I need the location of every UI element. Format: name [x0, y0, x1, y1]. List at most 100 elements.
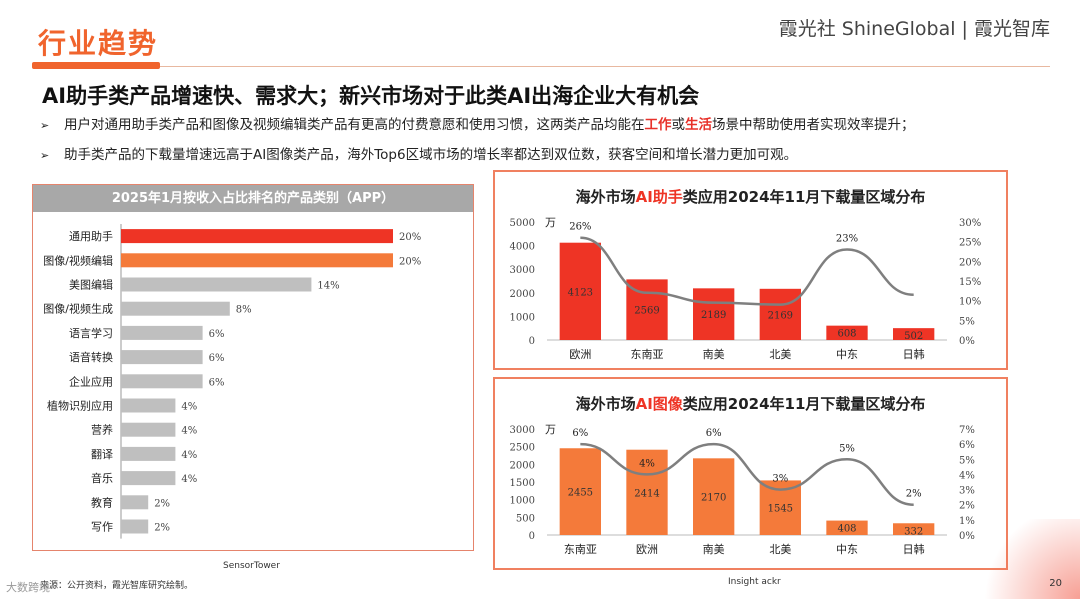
y-tick-2: 2000: [510, 289, 535, 300]
y2-tick-3: 3%: [959, 486, 975, 497]
bar-value-4: 408: [837, 524, 856, 535]
y2-tick-0: 0%: [959, 336, 975, 347]
bullet-arrow-icon: ➢: [40, 119, 50, 132]
bar-value-0: 4123: [568, 287, 593, 298]
y2-tick-5: 25%: [959, 238, 981, 249]
y2-tick-0: 0%: [959, 531, 975, 542]
bar-10: [121, 471, 176, 486]
bar-value-5: 502: [904, 331, 923, 342]
assistant-chart-panel: 海外市场AI助手类应用2024年11月下载量区域分布 0 1000 2000 3000 4…: [493, 170, 1008, 370]
section-title: 行业趋势: [38, 27, 159, 60]
highlight-work: 工作: [644, 117, 672, 133]
source-right: Insight ackr: [728, 577, 781, 587]
y2-tick-4: 20%: [959, 257, 981, 268]
value-label-7: 4%: [181, 402, 197, 413]
line-label-4: 23%: [836, 234, 858, 245]
corner-decoration: [970, 519, 1080, 599]
bar-2: [121, 277, 312, 292]
bar-value-3: 2169: [768, 310, 793, 321]
bullet-text: 助手类产品的下载量增速远高于AI图像类产品，海外Top6区域市场的增长率都达到双…: [64, 147, 798, 163]
category-label-11: 教育: [91, 495, 113, 509]
bar-0: [559, 242, 601, 340]
bar-6: [121, 374, 203, 389]
chart-title-part-2: 类应用2024年11月下载量区域分布: [683, 395, 926, 413]
y2-tick-3: 15%: [959, 277, 981, 288]
chart-title-part-0: 海外市场: [576, 395, 636, 413]
line-label-0: 26%: [569, 222, 591, 233]
headline: AI助手类产品增速快、需求大；新兴市场对于此类AI出海企业大有机会: [42, 84, 700, 108]
x-label-1: 欧洲: [636, 543, 658, 556]
x-label-0: 东南亚: [564, 543, 597, 556]
x-label-4: 中东: [836, 543, 858, 556]
category-label-0: 通用助手: [69, 229, 113, 243]
value-label-10: 4%: [181, 474, 197, 485]
image-download-chart: 海外市场AI图像类应用2024年11月下载量区域分布 0 500 1000 1500 20…: [510, 395, 975, 556]
bar-2: [693, 458, 735, 535]
category-chart-panel: 2025年1月按收入占比排名的产品类别（APP） 通用助手 20% 图像/视频编辑 2…: [32, 184, 474, 551]
value-label-11: 2%: [154, 498, 170, 509]
bar-12: [121, 519, 149, 534]
bar-5: [893, 523, 935, 535]
x-label-5: 日韩: [903, 347, 925, 361]
bar-11: [121, 495, 149, 510]
chart-title-part-2: 类应用2024年11月下载量区域分布: [683, 188, 926, 206]
bullet-text: 用户对通用助手类产品和图像及视频编辑类产品有更高的付费意愿和使用习惯，这两类产品…: [64, 117, 645, 133]
y-tick-5: 2500: [510, 443, 535, 454]
bullet-list: ➢ 用户对通用助手类产品和图像及视频编辑类产品有更高的付费意愿和使用习惯，这两类产…: [40, 114, 915, 174]
page-number: 20: [1049, 578, 1062, 589]
y-unit-label: 万: [545, 423, 556, 436]
category-label-3: 图像/视频生成: [43, 302, 113, 316]
y-tick-1: 1000: [510, 312, 535, 323]
y2-tick-4: 4%: [959, 470, 975, 481]
bullet-text: 场景中帮助使用者实现效率提升；: [712, 117, 915, 133]
bar-3: [121, 301, 230, 316]
bar-value-0: 2455: [568, 488, 593, 499]
category-label-6: 企业应用: [69, 374, 113, 388]
category-label-1: 图像/视频编辑: [43, 253, 113, 267]
category-label-9: 翻译: [91, 447, 113, 461]
y2-tick-2: 2%: [959, 501, 975, 512]
line-label-0: 6%: [572, 428, 588, 439]
value-label-2: 14%: [317, 281, 339, 292]
image-chart-panel: 海外市场AI图像类应用2024年11月下载量区域分布 0 500 1000 1500 20…: [493, 377, 1008, 570]
y-unit-label: 万: [545, 216, 556, 229]
x-label-2: 南美: [703, 543, 725, 556]
source-left: SensorTower: [223, 561, 280, 571]
category-label-5: 语音转换: [69, 350, 113, 364]
x-label-0: 欧洲: [569, 348, 591, 361]
y2-tick-5: 5%: [959, 455, 975, 466]
bar-value-4: 608: [837, 329, 856, 340]
value-label-3: 8%: [236, 305, 252, 316]
y2-tick-6: 30%: [959, 218, 981, 229]
value-label-0: 20%: [399, 232, 421, 243]
y2-tick-2: 10%: [959, 297, 981, 308]
bar-value-3: 1545: [768, 504, 793, 515]
bar-value-1: 2414: [634, 488, 659, 499]
brand-logo: 霞光社 ShineGlobal | 霞光智库: [778, 18, 1050, 40]
value-label-9: 4%: [181, 450, 197, 461]
y-tick-0: 0: [529, 531, 535, 542]
bar-9: [121, 446, 176, 461]
x-label-3: 北美: [769, 348, 791, 361]
line-label-5: 2%: [906, 489, 922, 500]
category-label-10: 音乐: [91, 471, 113, 485]
growth-rate-line: [580, 442, 914, 506]
value-label-6: 6%: [209, 377, 225, 388]
y-tick-3: 3000: [510, 265, 535, 276]
line-label-2: 6%: [706, 428, 722, 439]
bullet-1: ➢ 用户对通用助手类产品和图像及视频编辑类产品有更高的付费意愿和使用习惯，这两类产…: [40, 114, 915, 144]
bar-8: [121, 422, 176, 437]
watermark: 大数跨境: [6, 581, 50, 594]
category-label-4: 语言学习: [69, 326, 113, 340]
bar-value-2: 2189: [701, 310, 726, 321]
bar-4: [826, 325, 868, 340]
category-label-8: 营养: [91, 423, 113, 437]
bar-4: [121, 325, 203, 340]
bar-3: [759, 288, 801, 340]
bar-value-5: 332: [904, 526, 923, 537]
y-tick-0: 0: [529, 336, 535, 347]
value-label-8: 4%: [181, 426, 197, 437]
category-label-2: 美图编辑: [69, 278, 113, 292]
footer-source: 来源：公开资料，霞光智库研究绘制。: [40, 581, 194, 591]
bar-5: [893, 328, 935, 340]
